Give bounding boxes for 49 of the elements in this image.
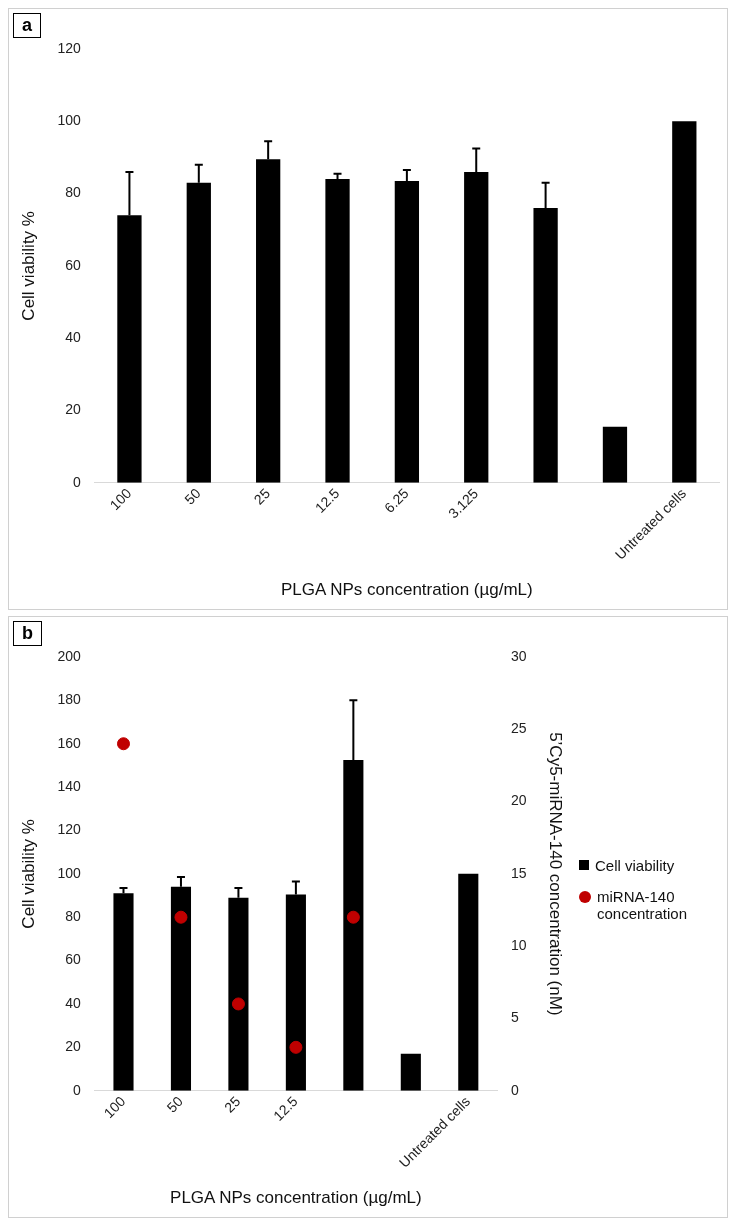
y-tick-label: 100: [57, 864, 81, 881]
y-tick-label: 120: [57, 39, 81, 56]
chart-title: b: [13, 621, 42, 646]
y-tick-label: 40: [65, 328, 81, 345]
bar: [458, 873, 479, 1091]
y-tick-label: 0: [72, 1081, 81, 1098]
y2-tick-label: 25: [511, 720, 527, 737]
chart-title: a: [13, 13, 42, 38]
y-tick-label: 200: [57, 647, 81, 664]
y2-tick-label: 20: [511, 792, 527, 809]
bar: [602, 426, 628, 483]
x-axis-title: PLGA NPs concentration (µg/mL): [170, 1188, 422, 1208]
legend-label: Cell viability: [595, 857, 675, 874]
y-tick-label: 60: [65, 951, 81, 968]
point: [289, 1040, 303, 1054]
y2-tick-label: 10: [511, 936, 527, 953]
y-tick-label: 160: [57, 734, 81, 751]
y2-axis-title: 5’Cy5-miRNA-140 concentration (nM): [546, 732, 566, 1016]
x-tick-label: 25: [250, 485, 274, 508]
y-tick-label: 20: [65, 401, 81, 418]
y-tick-label: 80: [65, 908, 81, 925]
legend-label: miRNA-140 concentration: [597, 888, 689, 922]
point: [231, 997, 245, 1011]
y-tick-label: 40: [65, 994, 81, 1011]
y-tick-label: 60: [65, 256, 81, 273]
y2-tick-label: 15: [511, 864, 527, 881]
y2-tick-label: 30: [511, 647, 527, 664]
bar: [672, 121, 697, 483]
y-tick-label: 80: [65, 184, 81, 201]
y-axis-title: Cell viability %: [18, 819, 38, 929]
x-tick-label: 25: [220, 1093, 244, 1116]
y2-tick-label: 0: [511, 1081, 520, 1098]
bar: [400, 1053, 421, 1091]
y-tick-label: 0: [72, 473, 81, 490]
x-tick-label: 50: [163, 1093, 186, 1116]
x-tick-label: 50: [181, 485, 204, 508]
y2-tick-label: 5: [511, 1009, 520, 1026]
x-tick-label: 100: [100, 1093, 129, 1121]
y-tick-label: 20: [65, 1038, 81, 1055]
x-tick-label: 100: [106, 485, 135, 513]
point: [174, 910, 188, 924]
y-tick-label: 120: [57, 821, 81, 838]
x-axis-title: PLGA NPs concentration (µg/mL): [281, 580, 533, 600]
y-tick-label: 100: [57, 112, 81, 129]
y-axis-title: Cell viability %: [18, 211, 38, 321]
point: [116, 737, 130, 751]
point: [346, 910, 360, 924]
y-tick-label: 180: [57, 691, 81, 708]
y-tick-label: 140: [57, 777, 81, 794]
